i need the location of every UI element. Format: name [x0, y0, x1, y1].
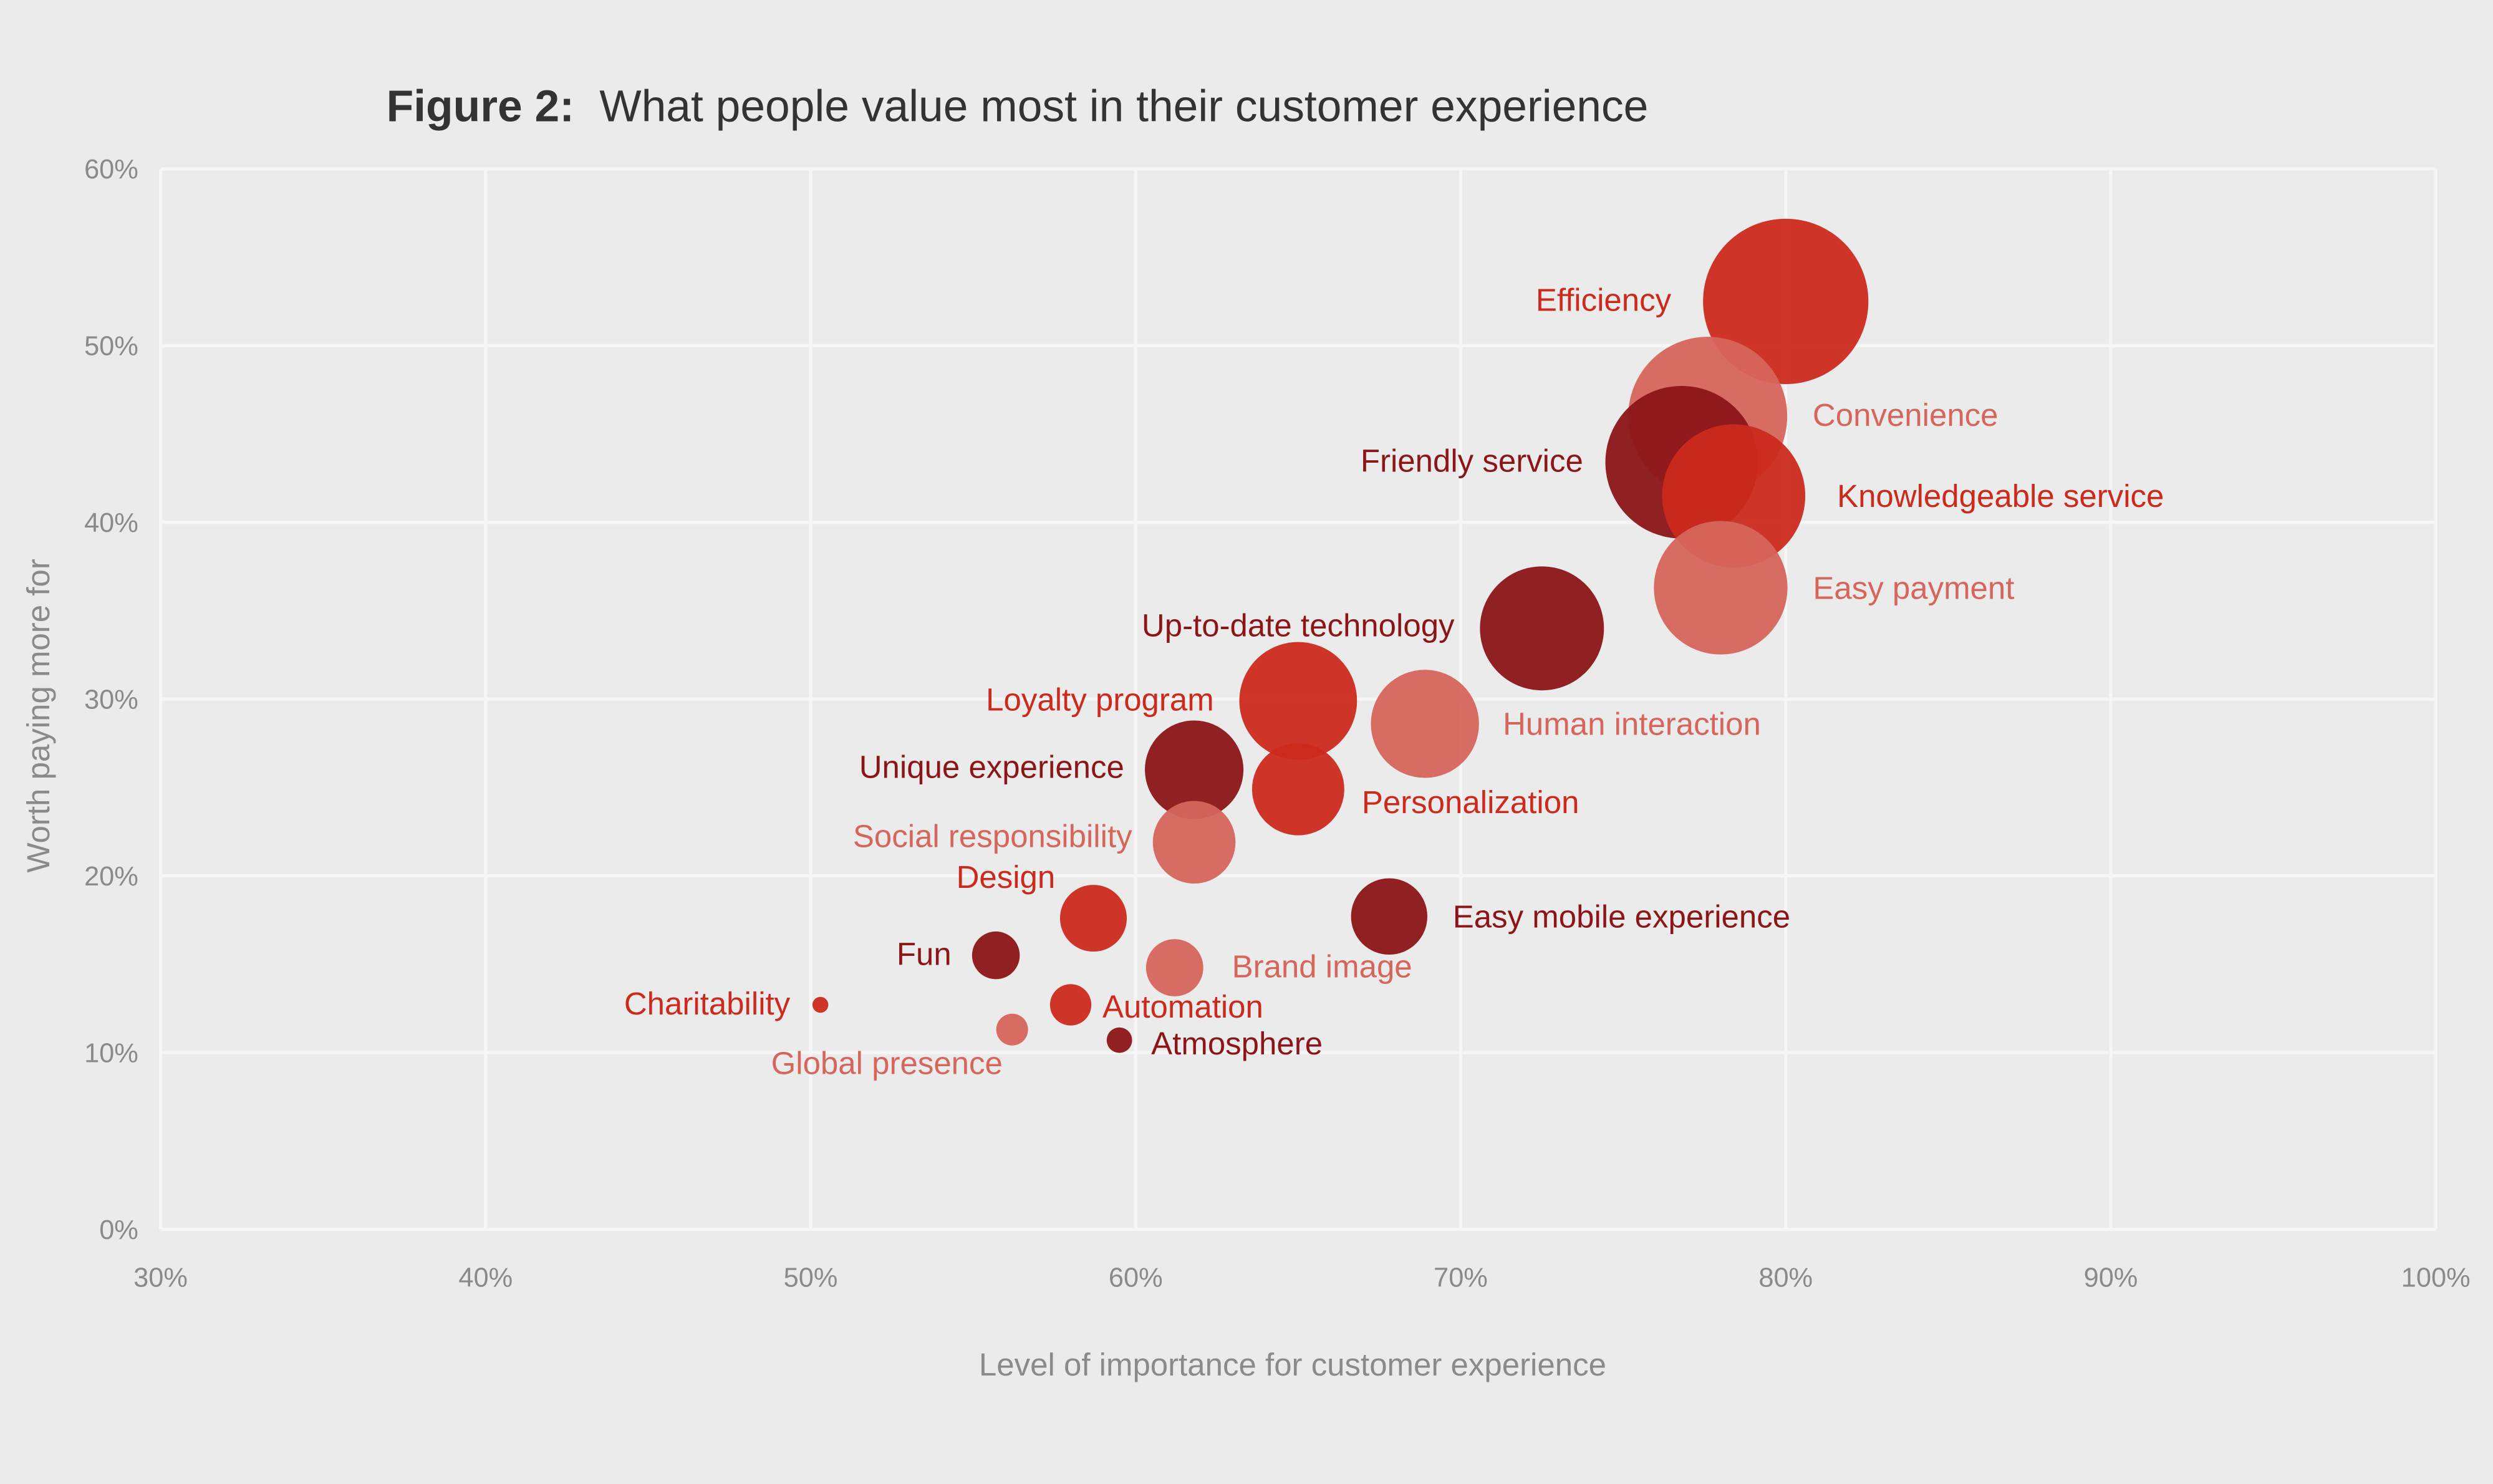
bubble-automation: [1049, 984, 1092, 1026]
chart-title: Figure 2: What people value most in thei…: [387, 81, 1649, 131]
label-friendly-service: Friendly service: [1361, 443, 1583, 479]
title-text: What people value most in their customer…: [599, 81, 1648, 131]
bubble-design: [1059, 885, 1127, 952]
x-tick-label: 70%: [1434, 1263, 1488, 1293]
x-tick-label: 30%: [133, 1263, 188, 1293]
label-fun: Fun: [897, 936, 952, 971]
y-tick-label: 60%: [84, 155, 138, 185]
label-unique-experience: Unique experience: [859, 749, 1124, 784]
y-tick-label: 40%: [84, 508, 138, 538]
label-up-to-date-technology: Up-to-date technology: [1142, 608, 1455, 643]
label-charitability: Charitability: [624, 986, 791, 1021]
y-tick-label: 30%: [84, 685, 138, 715]
bubble-personalization: [1251, 743, 1344, 836]
label-automation: Automation: [1102, 989, 1263, 1024]
label-knowledgeable-service: Knowledgeable service: [1837, 478, 2164, 514]
bubble-global-presence: [996, 1013, 1028, 1046]
bubble-unique-experience: [1145, 720, 1244, 819]
bubble-easy-mobile-experience: [1351, 878, 1428, 955]
x-tick-label: 40%: [458, 1263, 513, 1293]
label-efficiency: Efficiency: [1536, 282, 1672, 318]
bubble-labels: Efficiency Convenience Friendly service Kno…: [624, 282, 2164, 1081]
x-tick-label: 60%: [1109, 1263, 1163, 1293]
label-brand-image: Brand image: [1232, 948, 1412, 984]
x-tick-label: 80%: [1758, 1263, 1813, 1293]
label-atmosphere: Atmosphere: [1151, 1026, 1323, 1061]
y-tick-label: 50%: [84, 332, 138, 362]
bubble-fun: [972, 931, 1020, 980]
label-easy-payment: Easy payment: [1813, 570, 2014, 605]
y-tick-label: 10%: [84, 1038, 138, 1068]
x-axis-title: Level of importance for customer experie…: [979, 1347, 1606, 1382]
y-tick-label: 0%: [99, 1215, 138, 1245]
label-global-presence: Global presence: [771, 1046, 1003, 1081]
x-tick-labels: 30% 40% 50% 60% 70% 80% 90% 100%: [133, 1263, 2470, 1293]
bubble-easy-payment: [1654, 521, 1788, 655]
bubble-human-interaction: [1371, 670, 1479, 778]
label-loyalty-program: Loyalty program: [986, 682, 1214, 717]
label-convenience: Convenience: [1813, 397, 1999, 433]
y-tick-label: 20%: [84, 862, 138, 892]
bubble-efficiency: [1703, 218, 1869, 384]
x-tick-label: 100%: [2401, 1263, 2471, 1293]
bubble-up-to-date-technology: [1480, 566, 1604, 691]
bubble-brand-image: [1145, 939, 1203, 996]
x-tick-label: 50%: [784, 1263, 838, 1293]
x-tick-label: 90%: [2084, 1263, 2138, 1293]
label-easy-mobile-experience: Easy mobile experience: [1453, 899, 1790, 935]
y-tick-labels: 0% 10% 20% 30% 40% 50% 60%: [84, 155, 138, 1245]
title-prefix: Figure 2:: [387, 81, 574, 131]
y-axis-title: Worth paying more for: [21, 559, 56, 872]
label-human-interaction: Human interaction: [1503, 706, 1761, 742]
bubble-social-responsibility: [1152, 801, 1236, 884]
label-design: Design: [957, 859, 1056, 895]
bubbles: [812, 218, 1869, 1053]
bubble-atmosphere: [1106, 1027, 1132, 1053]
label-social-responsibility: Social responsibility: [853, 818, 1132, 854]
bubble-charitability: [812, 996, 829, 1013]
bubble-loyalty-program: [1239, 642, 1357, 760]
label-personalization: Personalization: [1362, 784, 1579, 820]
